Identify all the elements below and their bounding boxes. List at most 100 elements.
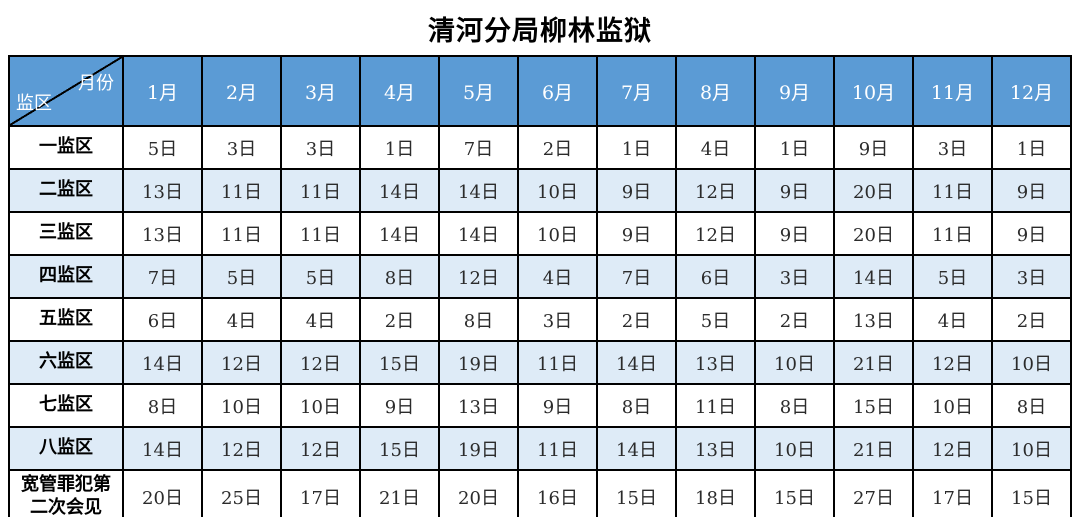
month-header-6: 6月 [517, 55, 598, 127]
page-title: 清河分局柳林监狱 [428, 16, 652, 47]
day-cell: 14日 [596, 340, 677, 385]
table-row: 二监区 13日 11日 11日 14日 14日 10日 9日 12日 9日 20日 11日 9日 [8, 168, 1072, 213]
day-cell: 12日 [201, 426, 282, 471]
day-cell: 20日 [833, 211, 914, 256]
day-cell: 1日 [754, 125, 835, 170]
table-row: 八监区 14日 12日 12日 15日 19日 11日 14日 13日 10日 21日 12日 10日 [8, 426, 1072, 471]
month-header-row: 月份 监区 1月 2月 3月 4月 5月 6月 7月 8月 9月 10月 11月 12月 [8, 55, 1072, 127]
day-cell: 10日 [991, 426, 1072, 471]
month-header-3: 3月 [280, 55, 361, 127]
day-cell: 6日 [122, 297, 203, 342]
day-cell: 15日 [359, 426, 440, 471]
corner-label-region: 监区 [16, 93, 52, 114]
day-cell: 7日 [596, 254, 677, 299]
day-cell: 2日 [991, 297, 1072, 342]
day-cell: 10日 [912, 383, 993, 428]
day-cell: 3日 [912, 125, 993, 170]
day-cell: 13日 [675, 340, 756, 385]
day-cell: 11日 [675, 383, 756, 428]
day-cell: 17日 [912, 469, 993, 517]
day-cell: 7日 [438, 125, 519, 170]
day-cell: 10日 [991, 340, 1072, 385]
day-cell: 2日 [596, 297, 677, 342]
row-label: 四监区 [8, 254, 124, 299]
table-row: 五监区 6日 4日 4日 2日 8日 3日 2日 5日 2日 13日 4日 2日 [8, 297, 1072, 342]
day-cell: 5日 [122, 125, 203, 170]
day-cell: 10日 [201, 383, 282, 428]
day-cell: 3日 [201, 125, 282, 170]
row-label: 三监区 [8, 211, 124, 256]
day-cell: 2日 [517, 125, 598, 170]
table-row: 四监区 7日 5日 5日 8日 12日 4日 7日 6日 3日 14日 5日 3日 [8, 254, 1072, 299]
day-cell: 1日 [991, 125, 1072, 170]
day-cell: 12日 [201, 340, 282, 385]
day-cell: 5日 [675, 297, 756, 342]
day-cell: 19日 [438, 340, 519, 385]
month-header-7: 7月 [596, 55, 677, 127]
day-cell: 15日 [991, 469, 1072, 517]
day-cell: 14日 [833, 254, 914, 299]
day-cell: 2日 [754, 297, 835, 342]
month-header-12: 12月 [991, 55, 1072, 127]
day-cell: 16日 [517, 469, 598, 517]
day-cell: 11日 [912, 211, 993, 256]
day-cell: 9日 [833, 125, 914, 170]
day-cell: 12日 [438, 254, 519, 299]
day-cell: 5日 [280, 254, 361, 299]
day-cell: 21日 [833, 426, 914, 471]
table-row: 七监区 8日 10日 10日 9日 13日 9日 8日 11日 8日 15日 10日 8日 [8, 383, 1072, 428]
day-cell: 13日 [438, 383, 519, 428]
day-cell: 20日 [122, 469, 203, 517]
day-cell: 15日 [833, 383, 914, 428]
month-header-11: 11月 [912, 55, 993, 127]
day-cell: 14日 [596, 426, 677, 471]
table-row: 宽管罪犯第二次会见 20日 25日 17日 21日 20日 16日 15日 18日 15日 27日 1… [8, 469, 1072, 517]
day-cell: 4日 [675, 125, 756, 170]
row-label: 宽管罪犯第二次会见 [8, 469, 124, 517]
day-cell: 14日 [359, 168, 440, 213]
day-cell: 12日 [912, 340, 993, 385]
row-label: 二监区 [8, 168, 124, 213]
table-row: 三监区 13日 11日 11日 14日 14日 10日 9日 12日 9日 20日 11日 9日 [8, 211, 1072, 256]
corner-label-month: 月份 [78, 73, 114, 94]
day-cell: 11日 [280, 168, 361, 213]
day-cell: 9日 [596, 211, 677, 256]
day-cell: 8日 [438, 297, 519, 342]
day-cell: 10日 [517, 211, 598, 256]
day-cell: 9日 [991, 168, 1072, 213]
day-cell: 12日 [280, 426, 361, 471]
day-cell: 12日 [280, 340, 361, 385]
day-cell: 14日 [122, 426, 203, 471]
day-cell: 9日 [596, 168, 677, 213]
day-cell: 4日 [517, 254, 598, 299]
day-cell: 11日 [280, 211, 361, 256]
day-cell: 18日 [675, 469, 756, 517]
day-cell: 13日 [122, 168, 203, 213]
day-cell: 4日 [912, 297, 993, 342]
day-cell: 14日 [438, 211, 519, 256]
row-label: 七监区 [8, 383, 124, 428]
day-cell: 5日 [201, 254, 282, 299]
schedule-table: 月份 监区 1月 2月 3月 4月 5月 6月 7月 8月 9月 10月 11月 12月 一监区 5日 3… [8, 55, 1072, 517]
month-header-5: 5月 [438, 55, 519, 127]
day-cell: 4日 [201, 297, 282, 342]
table-header: 月份 监区 1月 2月 3月 4月 5月 6月 7月 8月 9月 10月 11月 12月 [8, 55, 1072, 127]
day-cell: 19日 [438, 426, 519, 471]
table-body: 一监区 5日 3日 3日 1日 7日 2日 1日 4日 1日 9日 3日 1日 二监区 13日 11日 11日 1… [8, 125, 1072, 517]
day-cell: 13日 [675, 426, 756, 471]
day-cell: 3日 [280, 125, 361, 170]
month-header-8: 8月 [675, 55, 756, 127]
day-cell: 12日 [675, 211, 756, 256]
day-cell: 8日 [596, 383, 677, 428]
day-cell: 14日 [438, 168, 519, 213]
corner-header-cell: 月份 监区 [8, 55, 124, 127]
day-cell: 8日 [754, 383, 835, 428]
day-cell: 6日 [675, 254, 756, 299]
day-cell: 3日 [517, 297, 598, 342]
day-cell: 15日 [359, 340, 440, 385]
day-cell: 9日 [754, 211, 835, 256]
day-cell: 2日 [359, 297, 440, 342]
day-cell: 3日 [754, 254, 835, 299]
day-cell: 11日 [517, 340, 598, 385]
day-cell: 10日 [280, 383, 361, 428]
